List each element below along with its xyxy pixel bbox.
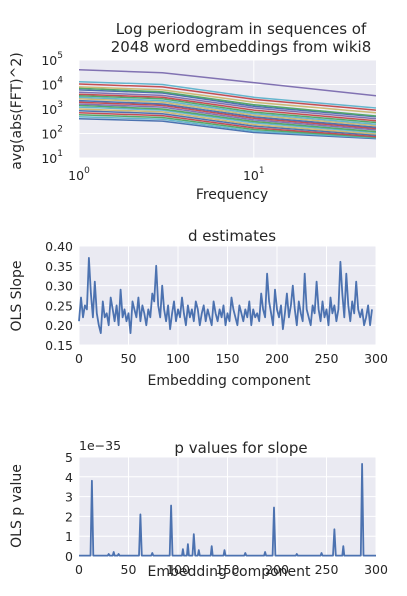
p-values-x-tick-label: 0 bbox=[75, 562, 83, 577]
periodogram-series-line bbox=[79, 104, 376, 133]
d-estimates-x-tick-label: 250 bbox=[315, 351, 339, 366]
d-estimates-line bbox=[78, 256, 373, 335]
periodogram-series-line bbox=[79, 101, 376, 130]
p-values-offset-text: 1e−35 bbox=[79, 438, 121, 453]
periodogram-x-tick-mantissa: 10 bbox=[243, 168, 259, 183]
d-estimates-x-label: Embedding component bbox=[147, 373, 311, 389]
d-estimates-y-tick-label: 0.25 bbox=[45, 298, 73, 313]
periodogram-y-tick-mantissa: 10 bbox=[41, 53, 57, 68]
periodogram-series bbox=[79, 68, 376, 140]
periodogram-x-label: Frequency bbox=[196, 187, 268, 203]
d-estimates-y-tick-label: 0.30 bbox=[45, 279, 73, 294]
periodogram-x-ticks: 100 101 bbox=[68, 166, 264, 183]
p-values-panel: p values for slope 1e−35 0 50 100 150 200 250… bbox=[9, 438, 388, 580]
p-values-y-tick-label: 3 bbox=[65, 490, 73, 505]
p-values-x-tick-label: 300 bbox=[364, 562, 388, 577]
p-values-y-tick-label: 5 bbox=[65, 450, 73, 465]
periodogram-series-line bbox=[79, 117, 376, 140]
p-values-x-label: Embedding component bbox=[147, 564, 311, 580]
periodogram-y-tick-label: 102 bbox=[41, 125, 63, 142]
periodogram-y-tick-exponent: 2 bbox=[57, 125, 63, 135]
p-values-series bbox=[79, 462, 376, 557]
p-values-y-tick-label: 1 bbox=[65, 529, 73, 544]
d-estimates-x-tick-label: 100 bbox=[166, 351, 190, 366]
periodogram-series-line bbox=[79, 83, 376, 111]
periodogram-series-line bbox=[79, 89, 376, 118]
periodogram-series-line bbox=[79, 103, 376, 131]
d-estimates-x-ticks: 0 50 100 150 200 250 300 bbox=[75, 351, 388, 366]
p-values-y-ticks: 0 1 2 3 4 5 bbox=[65, 450, 73, 564]
periodogram-series-line bbox=[79, 112, 376, 138]
d-estimates-title: d estimates bbox=[188, 227, 276, 245]
periodogram-y-tick-label: 105 bbox=[41, 51, 63, 68]
periodogram-series-line bbox=[79, 93, 376, 122]
d-estimates-y-tick-label: 0.35 bbox=[45, 259, 73, 274]
p-values-x-ticks: 0 50 100 150 200 250 300 bbox=[75, 562, 388, 577]
d-estimates-x-tick-label: 0 bbox=[75, 351, 83, 366]
periodogram-series-line bbox=[79, 116, 376, 139]
periodogram-y-tick-mantissa: 10 bbox=[41, 151, 57, 166]
p-values-y-tick-label: 4 bbox=[65, 470, 73, 485]
periodogram-series-line bbox=[79, 91, 376, 120]
p-values-x-tick-label: 50 bbox=[121, 562, 137, 577]
d-estimates-y-label: OLS Slope bbox=[9, 261, 25, 332]
periodogram-series-line bbox=[79, 96, 376, 125]
periodogram-y-label: avg(abs(FFT)^2) bbox=[9, 52, 25, 169]
d-estimates-series bbox=[78, 256, 373, 335]
periodogram-series-line bbox=[79, 68, 376, 97]
periodogram-series-line bbox=[79, 109, 376, 136]
periodogram-series-line bbox=[79, 86, 376, 114]
p-values-x-tick-label: 250 bbox=[315, 562, 339, 577]
p-values-y-label: OLS p value bbox=[9, 464, 25, 548]
d-estimates-x-tick-label: 50 bbox=[121, 351, 137, 366]
periodogram-series-line bbox=[79, 87, 376, 117]
p-values-x-tick-label: 150 bbox=[216, 562, 240, 577]
periodogram-series-line bbox=[79, 94, 376, 124]
p-values-x-tick-label: 100 bbox=[166, 562, 190, 577]
periodogram-y-tick-label: 103 bbox=[41, 100, 63, 117]
d-estimates-x-tick-label: 150 bbox=[216, 351, 240, 366]
periodogram-y-tick-label: 104 bbox=[41, 76, 63, 93]
periodogram-y-tick-exponent: 1 bbox=[57, 149, 63, 159]
p-values-y-tick-label: 2 bbox=[65, 509, 73, 524]
p-values-y-tick-label: 0 bbox=[65, 549, 73, 564]
periodogram-series-line bbox=[79, 98, 376, 127]
periodogram-x-tick-mantissa: 10 bbox=[68, 168, 84, 183]
periodogram-y-tick-exponent: 3 bbox=[57, 100, 63, 110]
d-estimates-x-tick-label: 300 bbox=[364, 351, 388, 366]
periodogram-y-tick-exponent: 4 bbox=[57, 76, 63, 86]
periodogram-series-line bbox=[79, 106, 376, 134]
p-values-title: p values for slope bbox=[174, 439, 307, 457]
d-estimates-panel: d estimates 0 50 100 150 200 250 300 0.150.200… bbox=[9, 227, 388, 389]
d-estimates-grid bbox=[78, 245, 377, 346]
periodogram-grid bbox=[78, 59, 376, 159]
p-values-line bbox=[79, 462, 376, 557]
periodogram-y-tick-mantissa: 10 bbox=[41, 127, 57, 142]
periodogram-title-line-2: 2048 word embeddings from wiki8 bbox=[111, 38, 372, 56]
periodogram-y-tick-label: 101 bbox=[41, 149, 63, 166]
periodogram-x-tick-exponent: 0 bbox=[84, 166, 90, 176]
periodogram-y-tick-mantissa: 10 bbox=[41, 78, 57, 93]
periodogram-title-line-1: Log periodogram in sequences of bbox=[116, 20, 367, 38]
periodogram-x-tick-exponent: 1 bbox=[259, 166, 265, 176]
periodogram-series-line bbox=[79, 80, 376, 109]
d-estimates-x-tick-label: 200 bbox=[265, 351, 289, 366]
periodogram-series-line bbox=[79, 108, 376, 135]
periodogram-x-tick-label: 100 bbox=[68, 166, 90, 183]
d-estimates-y-tick-label: 0.20 bbox=[45, 318, 73, 333]
periodogram-x-tick-label: 101 bbox=[243, 166, 265, 183]
periodogram-y-tick-mantissa: 10 bbox=[41, 102, 57, 117]
d-estimates-y-tick-label: 0.15 bbox=[45, 338, 73, 353]
d-estimates-y-ticks: 0.15 0.20 0.25 0.30 0.35 0.40 bbox=[45, 239, 73, 353]
periodogram-panel: Log periodogram in sequences of 2048 wor… bbox=[9, 20, 376, 203]
d-estimates-y-tick-label: 0.40 bbox=[45, 239, 73, 254]
periodogram-series-line bbox=[79, 99, 376, 128]
periodogram-y-tick-exponent: 5 bbox=[57, 51, 63, 61]
p-values-x-tick-label: 200 bbox=[265, 562, 289, 577]
periodogram-series-line bbox=[79, 114, 376, 139]
